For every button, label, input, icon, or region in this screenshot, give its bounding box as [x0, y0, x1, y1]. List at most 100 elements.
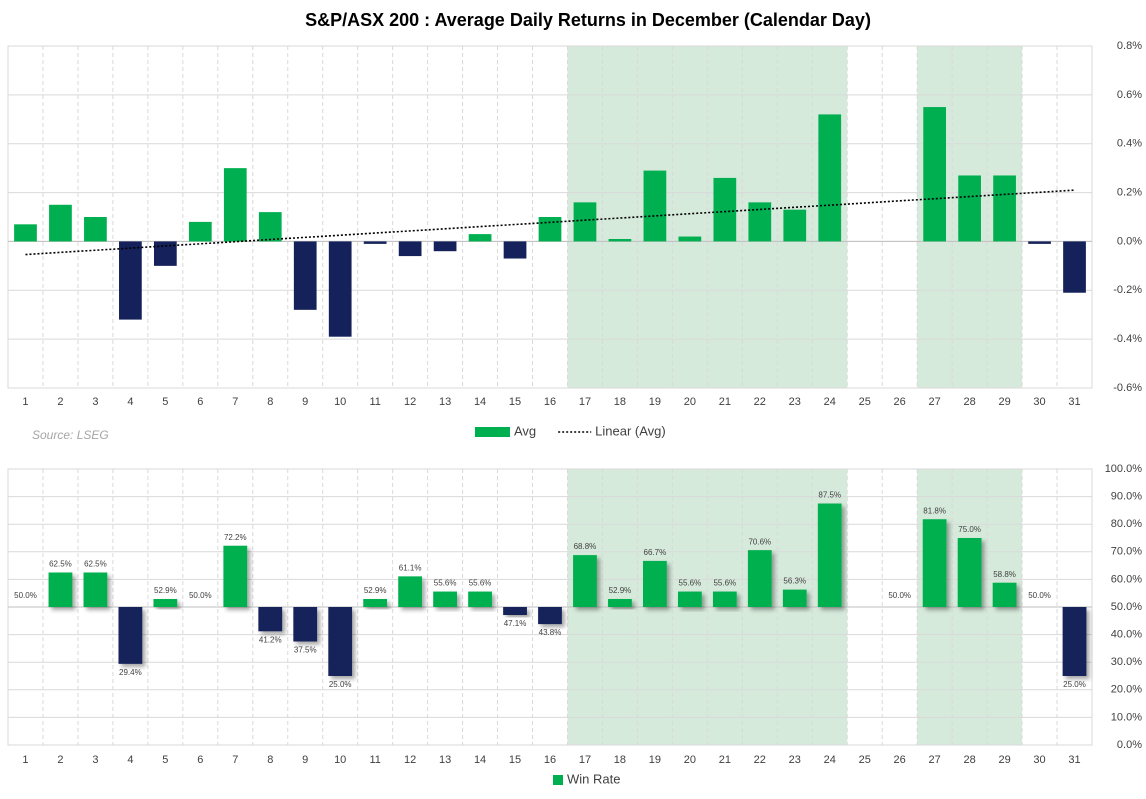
value-label: 50.0%: [189, 591, 212, 600]
bar: [712, 591, 737, 607]
x-tick-label: 12: [404, 754, 416, 766]
x-tick-label: 21: [719, 754, 731, 766]
y-tick-label: 20.0%: [1111, 684, 1142, 696]
bar: [677, 591, 702, 607]
x-tick-label: 1: [22, 754, 28, 766]
bar: [188, 221, 212, 242]
value-label: 87.5%: [818, 491, 841, 500]
x-tick-label: 7: [232, 396, 238, 408]
x-tick-label: 24: [824, 754, 836, 766]
value-label: 52.9%: [364, 586, 387, 595]
bar: [328, 607, 353, 676]
x-tick-label: 29: [998, 396, 1010, 408]
value-label: 66.7%: [644, 548, 667, 557]
bar: [608, 238, 632, 242]
bar: [293, 607, 318, 642]
y-tick-label: 40.0%: [1111, 629, 1142, 641]
value-label: 75.0%: [958, 525, 981, 534]
y-tick-label: -0.4%: [1113, 333, 1142, 345]
x-tick-label: 11: [369, 396, 380, 408]
x-tick-label: 30: [1033, 396, 1045, 408]
bar: [49, 204, 72, 242]
x-tick-label: 27: [929, 396, 941, 408]
y-tick-label: 0.8%: [1117, 40, 1142, 52]
value-label: 50.0%: [14, 591, 37, 600]
y-tick-label: 50.0%: [1111, 601, 1142, 613]
x-tick-label: 23: [789, 754, 801, 766]
bar: [433, 591, 457, 607]
bar: [83, 572, 108, 607]
bar: [468, 234, 492, 242]
x-tick-label: 22: [754, 396, 766, 408]
bar: [398, 576, 423, 607]
bar: [153, 241, 177, 266]
x-tick-label: 30: [1033, 754, 1045, 766]
bar: [573, 202, 597, 242]
x-tick-label: 4: [127, 754, 133, 766]
bar: [713, 177, 737, 242]
trendline: [25, 189, 1075, 256]
y-tick-label: -0.2%: [1113, 284, 1142, 296]
bar: [119, 241, 142, 320]
x-tick-label: 15: [509, 396, 521, 408]
x-tick-label: 14: [474, 754, 486, 766]
value-label: 55.6%: [469, 579, 492, 588]
x-tick-label: 26: [894, 396, 906, 408]
bar: [957, 538, 982, 607]
bar: [14, 224, 37, 242]
value-label: 37.5%: [294, 646, 317, 655]
y-tick-label: 30.0%: [1111, 656, 1142, 668]
source: Source: LSEG: [32, 428, 109, 442]
x-tick-label: 10: [334, 754, 346, 766]
value-label: 50.0%: [1028, 591, 1051, 600]
x-tick-label: 31: [1068, 754, 1080, 766]
bar: [538, 607, 562, 625]
x-tick-label: 5: [162, 396, 168, 408]
value-label: 25.0%: [1063, 680, 1086, 689]
bar: [818, 114, 842, 242]
x-tick-label: 16: [544, 754, 556, 766]
value-label: 25.0%: [329, 680, 352, 689]
value-label: 61.1%: [399, 563, 422, 572]
value-label: 70.6%: [748, 537, 771, 546]
bar: [223, 545, 248, 607]
bar: [258, 607, 283, 632]
bar: [643, 170, 667, 242]
x-tick-label: 13: [439, 754, 451, 766]
x-tick-label: 8: [267, 754, 273, 766]
bar: [783, 209, 807, 242]
bar: [573, 555, 597, 607]
bar: [1028, 241, 1051, 244]
x-tick-label: 21: [719, 396, 731, 408]
bar: [468, 591, 492, 607]
y-tick-label: 0.0%: [1117, 739, 1142, 751]
bar: [992, 582, 1017, 607]
bar: [328, 241, 352, 337]
bar: [84, 217, 107, 242]
x-tick-label: 6: [197, 396, 203, 408]
legend-swatch: [475, 427, 510, 437]
value-label: 55.6%: [434, 579, 457, 588]
bar: [363, 598, 388, 607]
y-tick-label: 0.6%: [1117, 89, 1142, 101]
legend-label: Win Rate: [567, 771, 620, 786]
x-tick-label: 29: [998, 754, 1010, 766]
y-tick-label: 0.0%: [1117, 235, 1142, 247]
bar: [748, 202, 772, 242]
y-tick-label: 80.0%: [1111, 518, 1142, 530]
x-tick-label: 13: [439, 396, 451, 408]
value-label: 55.6%: [679, 579, 702, 588]
x-tick-label: 18: [614, 754, 626, 766]
y-tick-label: 100.0%: [1105, 463, 1143, 475]
x-tick-label: 25: [859, 396, 871, 408]
bar: [608, 598, 632, 607]
y-tick-label: 0.2%: [1117, 186, 1142, 198]
x-tick-label: 20: [684, 396, 696, 408]
x-tick-label: 8: [267, 396, 273, 408]
chart-title: S&P/ASX 200 : Average Daily Returns in D…: [305, 10, 871, 30]
bar: [293, 241, 317, 310]
x-tick-label: 25: [859, 754, 871, 766]
y-tick-label: 60.0%: [1111, 573, 1142, 585]
x-tick-label: 27: [929, 754, 941, 766]
x-tick-label: 23: [789, 396, 801, 408]
